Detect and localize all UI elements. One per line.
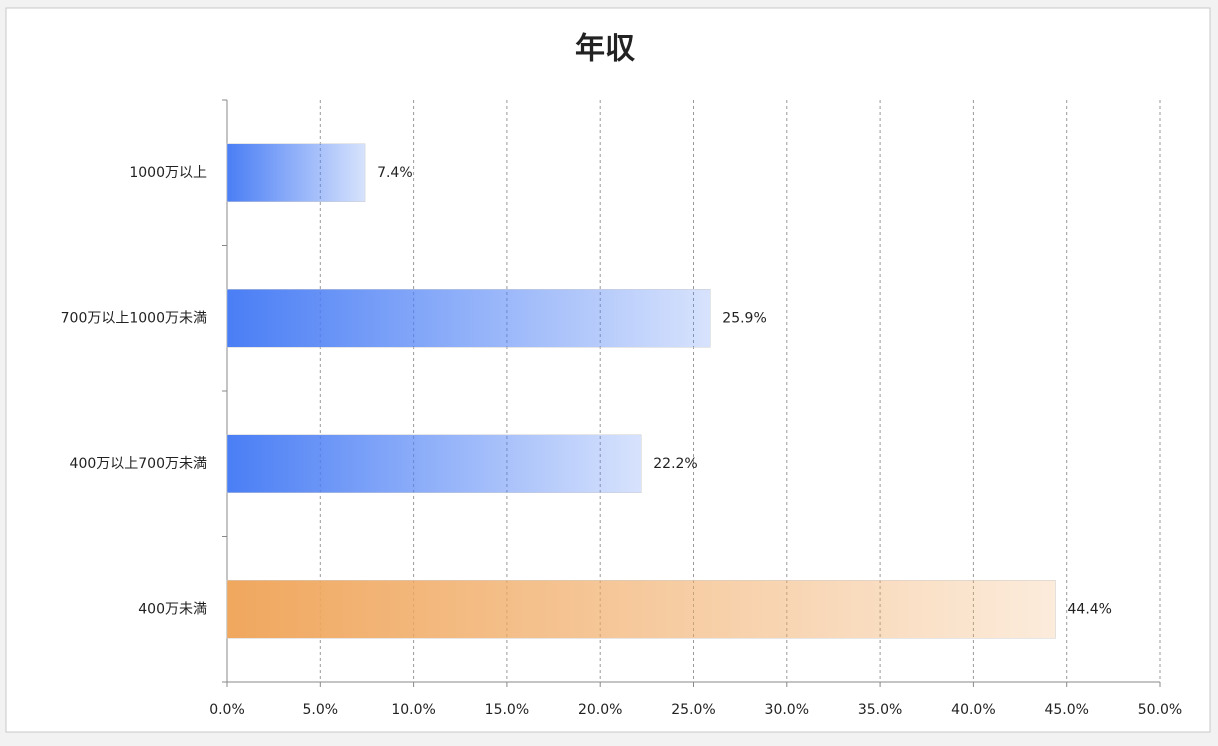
y-tick-label: 400万以上700万未満 <box>70 456 207 472</box>
x-tick-label: 25.0% <box>671 702 715 718</box>
bar <box>226 580 1056 639</box>
data-label: 7.4% <box>377 165 413 181</box>
x-tick-label: 30.0% <box>765 702 809 718</box>
x-tick-label: 40.0% <box>951 702 995 718</box>
x-tick-label: 50.0% <box>1138 702 1182 718</box>
x-tick-label: 10.0% <box>391 702 435 718</box>
x-tick-label: 15.0% <box>485 702 529 718</box>
x-tick-label: 45.0% <box>1044 702 1088 718</box>
y-tick-label: 400万未満 <box>138 601 207 617</box>
x-tick-label: 35.0% <box>858 702 902 718</box>
x-tick-label: 5.0% <box>303 702 339 718</box>
x-tick-label: 20.0% <box>578 702 622 718</box>
bar <box>226 143 366 202</box>
x-tick-label: 0.0% <box>209 702 245 718</box>
data-label: 44.4% <box>1068 601 1112 617</box>
data-label: 25.9% <box>722 310 766 326</box>
chart-title: 年収 <box>575 32 636 67</box>
y-tick-label: 1000万以上 <box>129 165 207 181</box>
data-label: 22.2% <box>653 456 697 472</box>
bar <box>226 434 642 493</box>
y-tick-label: 700万以上1000万未満 <box>61 310 207 326</box>
bar <box>226 289 711 348</box>
